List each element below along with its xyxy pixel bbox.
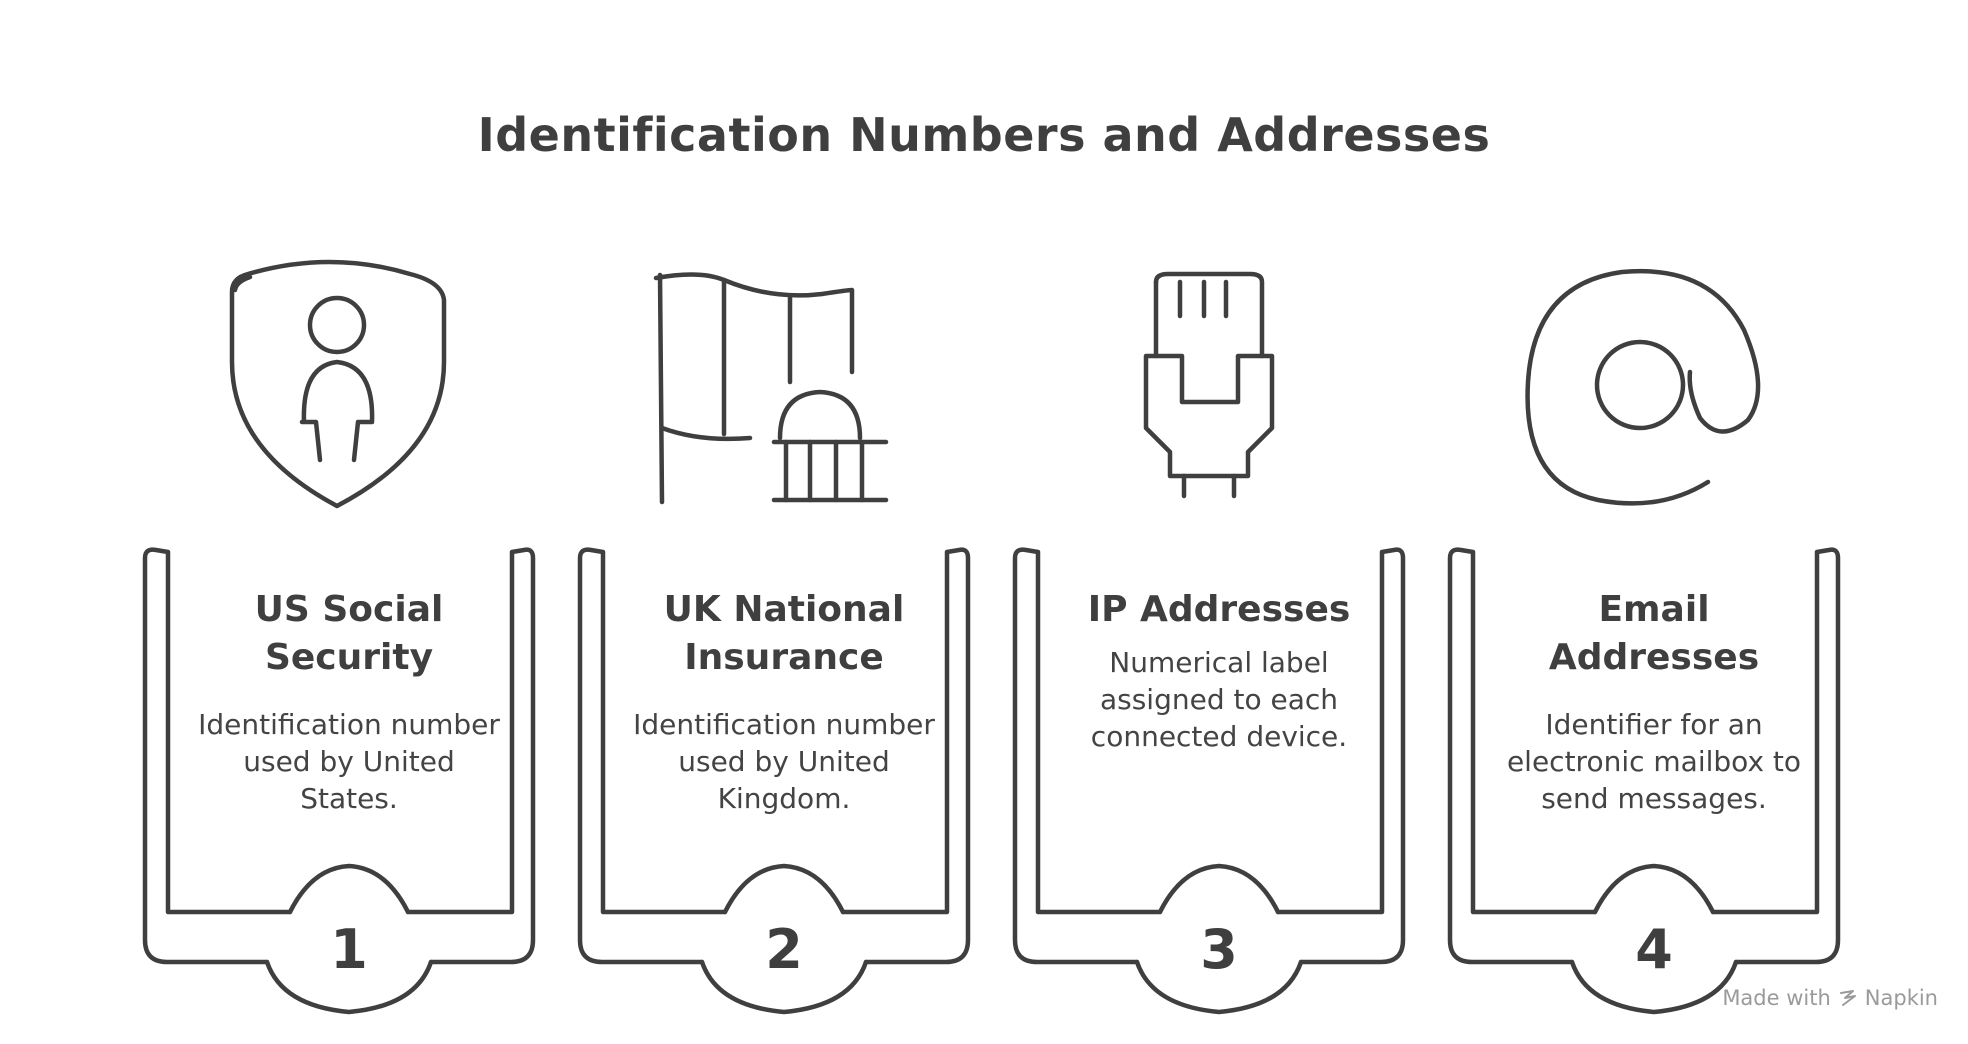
card-4-description: Identifier for an electronic mailbox to … [1506, 708, 1802, 815]
step-number-2: 2 [765, 918, 803, 981]
at-sign-icon [1525, 268, 1761, 506]
card-frame-3 [1012, 547, 1406, 1015]
step-number-4: 4 [1635, 918, 1673, 981]
card-2-description: Identification number used by United Kin… [633, 708, 935, 815]
flag-building-icon [653, 272, 889, 505]
step-number-3: 3 [1200, 918, 1238, 981]
card-2-heading: UK National Insurance [663, 589, 905, 678]
card-frame-4 [1447, 547, 1841, 1015]
network-plug-icon [1143, 271, 1275, 499]
card-frame-1 [142, 547, 536, 1015]
watermark-brand: Napkin [1864, 986, 1938, 1010]
card-3: IP Addresses Numerical label assigned to… [1064, 586, 1374, 755]
step-number-1: 1 [330, 918, 368, 981]
card-1-heading: US Social Security [254, 589, 444, 678]
card-1: US Social Security Identification number… [194, 586, 504, 817]
card-4-heading: Email Addresses [1548, 589, 1760, 678]
diagram-title: Identification Numbers and Addresses [477, 108, 1491, 162]
card-frame-2 [577, 547, 971, 1015]
card-3-heading: IP Addresses [1087, 589, 1351, 630]
napkin-watermark[interactable]: Made with Napkin [1722, 986, 1938, 1010]
shield-person-icon [229, 259, 447, 509]
watermark-prefix: Made with [1722, 986, 1831, 1010]
card-4: Email Addresses Identifier for an electr… [1499, 586, 1809, 817]
card-1-description: Identification number used by United Sta… [198, 708, 500, 815]
card-2: UK National Insurance Identification num… [629, 586, 939, 817]
card-3-description: Numerical label assigned to each connect… [1090, 646, 1348, 753]
napkin-logo-icon [1839, 990, 1856, 1006]
